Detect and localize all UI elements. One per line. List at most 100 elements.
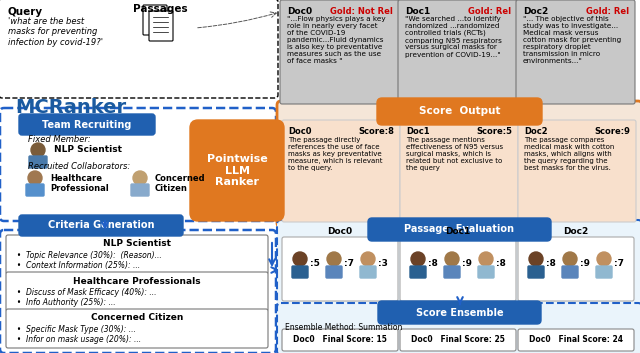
FancyBboxPatch shape [400, 329, 516, 351]
Text: Gold: Rel: Gold: Rel [586, 7, 629, 16]
FancyBboxPatch shape [398, 0, 517, 104]
Text: Doc1: Doc1 [406, 127, 429, 136]
Circle shape [133, 171, 147, 185]
FancyBboxPatch shape [282, 237, 398, 301]
Text: Ensemble Method: Summation: Ensemble Method: Summation [285, 323, 403, 332]
Text: Score:5: Score:5 [476, 127, 512, 136]
Text: Pointwise
LLM
Ranker: Pointwise LLM Ranker [207, 154, 268, 187]
Circle shape [411, 252, 425, 266]
FancyBboxPatch shape [326, 266, 342, 278]
FancyBboxPatch shape [277, 303, 640, 353]
Text: :8: :8 [428, 258, 438, 268]
Text: 'what are the best
masks for preventing
infection by covid-19?': 'what are the best masks for preventing … [8, 17, 103, 47]
Circle shape [445, 252, 459, 266]
FancyBboxPatch shape [0, 0, 278, 98]
Text: "...Flow physics plays a key
role in nearly every facet
of the COVID-19
pandemic: "...Flow physics plays a key role in nea… [287, 16, 386, 64]
Text: Score  Output: Score Output [419, 107, 500, 116]
Text: :8: :8 [546, 258, 556, 268]
Text: :7: :7 [614, 258, 624, 268]
FancyBboxPatch shape [518, 329, 634, 351]
FancyBboxPatch shape [26, 184, 44, 196]
FancyBboxPatch shape [19, 114, 155, 135]
FancyBboxPatch shape [282, 329, 398, 351]
FancyBboxPatch shape [277, 220, 640, 308]
Text: The passage mentions
effectiveness of N95 versus
surgical masks, which is
relate: The passage mentions effectiveness of N9… [406, 137, 503, 171]
Text: •  Topic Relevance (30%):  (Reason)...
  •  Context Information (25%): ...: • Topic Relevance (30%): (Reason)... • C… [12, 251, 162, 270]
Text: Doc2: Doc2 [524, 127, 548, 136]
Text: Doc1: Doc1 [445, 227, 470, 236]
Circle shape [327, 252, 341, 266]
Text: Recruited Collaborators:: Recruited Collaborators: [28, 162, 131, 171]
Text: Healthcare
Professional: Healthcare Professional [50, 174, 109, 193]
FancyBboxPatch shape [280, 0, 399, 104]
Circle shape [597, 252, 611, 266]
Circle shape [361, 252, 375, 266]
Text: Gold: Rel: Gold: Rel [468, 7, 511, 16]
Text: Score:9: Score:9 [594, 127, 630, 136]
Text: Doc1: Doc1 [405, 7, 430, 16]
FancyBboxPatch shape [149, 11, 173, 41]
Text: Doc0: Doc0 [287, 7, 312, 16]
FancyBboxPatch shape [410, 266, 426, 278]
Text: :8: :8 [496, 258, 506, 268]
Text: The passage compares
medical mask with cotton
masks, which aligns with
the query: The passage compares medical mask with c… [524, 137, 614, 171]
Circle shape [529, 252, 543, 266]
Text: •  Discuss of Mask Efficacy (40%): ...
  •  Info Authority (25%): ...: • Discuss of Mask Efficacy (40%): ... • … [12, 288, 157, 307]
Text: Doc2: Doc2 [563, 227, 589, 236]
FancyBboxPatch shape [518, 237, 634, 301]
Text: Criteria Generation: Criteria Generation [48, 221, 154, 231]
Text: Doc0   Final Score: 25: Doc0 Final Score: 25 [411, 335, 505, 345]
Text: Passages: Passages [132, 4, 188, 14]
Text: Query: Query [8, 7, 43, 17]
FancyBboxPatch shape [0, 108, 276, 221]
FancyBboxPatch shape [444, 266, 460, 278]
Text: :5: :5 [310, 258, 320, 268]
Text: The passage directly
references the use of face
masks as key preventative
measur: The passage directly references the use … [288, 137, 383, 171]
Text: Concerned
Citizen: Concerned Citizen [155, 174, 205, 193]
FancyBboxPatch shape [518, 120, 636, 222]
FancyBboxPatch shape [19, 215, 183, 236]
Circle shape [28, 171, 42, 185]
Text: NLP Scientist: NLP Scientist [103, 239, 171, 249]
FancyBboxPatch shape [0, 230, 276, 353]
FancyBboxPatch shape [516, 0, 635, 104]
Circle shape [563, 252, 577, 266]
FancyBboxPatch shape [282, 120, 400, 222]
FancyBboxPatch shape [400, 237, 516, 301]
FancyBboxPatch shape [6, 235, 268, 274]
FancyBboxPatch shape [377, 98, 542, 125]
Text: Score:8: Score:8 [358, 127, 394, 136]
FancyBboxPatch shape [143, 5, 167, 35]
FancyBboxPatch shape [596, 266, 612, 278]
Circle shape [479, 252, 493, 266]
FancyBboxPatch shape [378, 301, 541, 324]
FancyBboxPatch shape [6, 272, 268, 311]
Text: :9: :9 [580, 258, 590, 268]
FancyBboxPatch shape [478, 266, 494, 278]
FancyBboxPatch shape [190, 120, 284, 221]
FancyBboxPatch shape [131, 184, 149, 196]
FancyBboxPatch shape [29, 156, 47, 168]
Circle shape [293, 252, 307, 266]
FancyBboxPatch shape [277, 101, 640, 227]
FancyBboxPatch shape [368, 218, 551, 241]
FancyBboxPatch shape [292, 266, 308, 278]
Text: Score Ensemble: Score Ensemble [416, 307, 503, 317]
Text: MCRanker: MCRanker [15, 98, 126, 117]
FancyBboxPatch shape [360, 266, 376, 278]
Text: :3: :3 [378, 258, 388, 268]
FancyBboxPatch shape [400, 120, 518, 222]
Text: "We searched ...to identify
randomized ...randomized
controlled trials (RCTs)
co: "We searched ...to identify randomized .… [405, 16, 502, 58]
Text: "... The objective of this
study was to investigate...
Medical mask versus
cotto: "... The objective of this study was to … [523, 16, 621, 64]
Text: Healthcare Professionals: Healthcare Professionals [73, 276, 201, 286]
Text: NLP Scientist: NLP Scientist [54, 145, 122, 154]
Text: •  Specific Mask Type (30%): ...
  •  Infor on mask usage (20%): ...: • Specific Mask Type (30%): ... • Infor … [12, 325, 141, 345]
Circle shape [31, 143, 45, 157]
Text: Doc0: Doc0 [288, 127, 312, 136]
Text: Concerned Citizen: Concerned Citizen [91, 313, 183, 323]
Text: Doc0   Final Score: 15: Doc0 Final Score: 15 [293, 335, 387, 345]
Text: Doc0   Final Score: 24: Doc0 Final Score: 24 [529, 335, 623, 345]
Text: Passage  Evaluation: Passage Evaluation [404, 225, 515, 234]
FancyBboxPatch shape [562, 266, 578, 278]
Text: :7: :7 [344, 258, 354, 268]
